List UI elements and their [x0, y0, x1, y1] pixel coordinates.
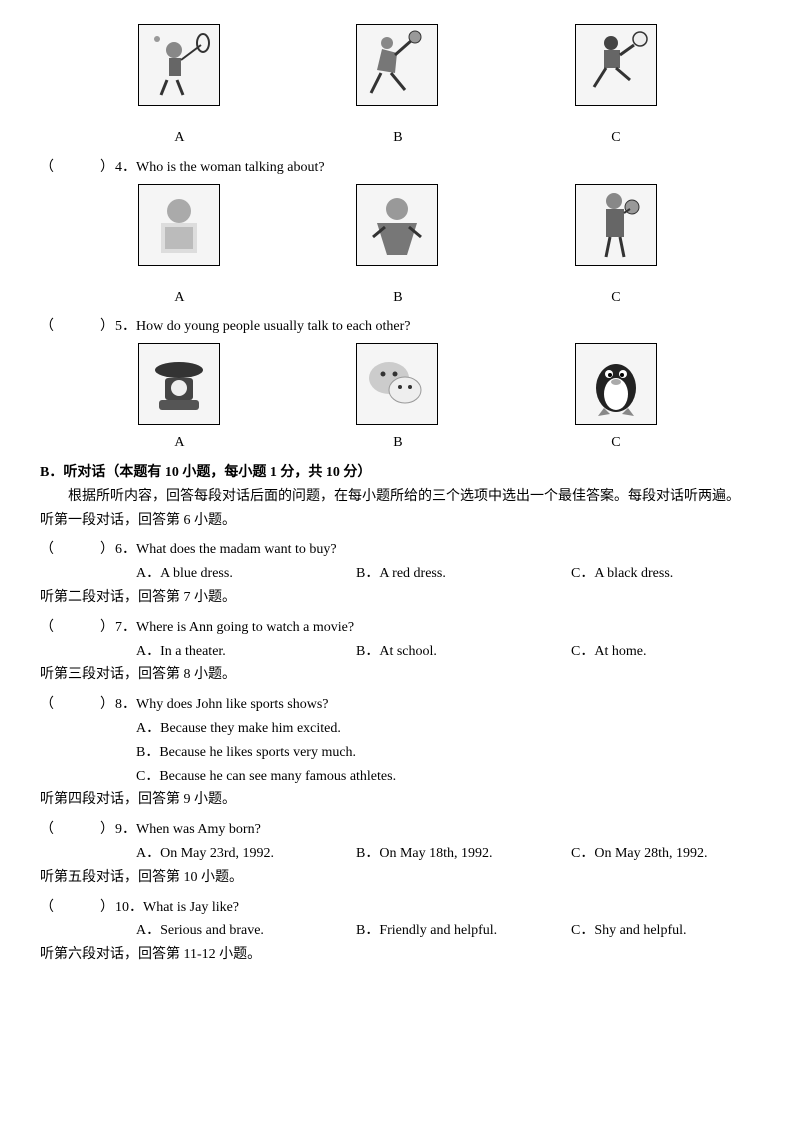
label-row-2: A B C: [40, 286, 755, 310]
q9-options: A．On May 23rd, 1992. B．On May 18th, 1992…: [136, 842, 755, 866]
question-6: （ ）6．What does the madam want to buy?: [40, 538, 755, 562]
section-b-intro: 根据所听内容，回答每段对话后面的问题，在每小题所给的三个选项中选出一个最佳答案。…: [40, 485, 755, 509]
question-number: 5．: [115, 319, 136, 334]
label-row-3: A B C: [40, 431, 755, 455]
image-person-a: [138, 184, 220, 266]
option-c[interactable]: C．Shy and helpful.: [571, 919, 755, 943]
question-number: 8．: [115, 697, 136, 712]
label-c: C: [611, 431, 620, 455]
option-c[interactable]: C．A black dress.: [571, 562, 755, 586]
question-text: What is Jay like?: [143, 900, 239, 915]
q8-option-b[interactable]: B．Because he likes sports very much.: [136, 741, 755, 765]
label-a: A: [174, 126, 184, 150]
question-number: 4．: [115, 160, 136, 175]
question-8: （ ）8．Why does John like sports shows?: [40, 693, 755, 717]
question-text: When was Amy born?: [136, 822, 261, 837]
question-text: Where is Ann going to watch a movie?: [136, 620, 354, 635]
label-b: B: [393, 126, 402, 150]
label-row-1: A B C: [40, 126, 755, 150]
image-row-1: [40, 24, 755, 106]
option-c[interactable]: C．On May 28th, 1992.: [571, 842, 755, 866]
section-b: B．听对话（本题有 10 小题，每小题 1 分，共 10 分） 根据所听内容，回…: [40, 461, 755, 509]
q8-option-a[interactable]: A．Because they make him excited.: [136, 717, 755, 741]
dialogue-5-header: 听第五段对话，回答第 10 小题。: [40, 866, 755, 890]
option-b[interactable]: B．A red dress.: [356, 562, 571, 586]
image-row-2: [40, 184, 755, 266]
option-b[interactable]: B．Friendly and helpful.: [356, 919, 571, 943]
dialogue-1-header: 听第一段对话，回答第 6 小题。: [40, 509, 755, 533]
image-wechat: [356, 343, 438, 425]
option-c[interactable]: C．At home.: [571, 640, 755, 664]
question-number: 10．: [115, 900, 143, 915]
dialogue-4-header: 听第四段对话，回答第 9 小题。: [40, 788, 755, 812]
question-text: What does the madam want to buy?: [136, 542, 337, 557]
question-text: How do young people usually talk to each…: [136, 319, 410, 334]
option-a[interactable]: A．On May 23rd, 1992.: [136, 842, 356, 866]
question-5: （ ）5．How do young people usually talk to…: [40, 315, 755, 339]
q10-options: A．Serious and brave. B．Friendly and help…: [136, 919, 755, 943]
q6-options: A．A blue dress. B．A red dress. C．A black…: [136, 562, 755, 586]
q7-options: A．In a theater. B．At school. C．At home.: [136, 640, 755, 664]
question-number: 9．: [115, 822, 136, 837]
label-b: B: [393, 286, 402, 310]
image-telephone: [138, 343, 220, 425]
question-text: Why does John like sports shows?: [136, 697, 329, 712]
dialogue-2-header: 听第二段对话，回答第 7 小题。: [40, 586, 755, 610]
answer-bracket[interactable]: （ ）: [40, 319, 115, 334]
option-a[interactable]: A．A blue dress.: [136, 562, 356, 586]
question-number: 6．: [115, 542, 136, 557]
answer-bracket[interactable]: （ ）: [40, 822, 115, 837]
label-b: B: [393, 431, 402, 455]
q8-option-c[interactable]: C．Because he can see many famous athlete…: [136, 765, 755, 789]
question-10: （ ）10．What is Jay like?: [40, 896, 755, 920]
answer-bracket[interactable]: （ ）: [40, 900, 115, 915]
option-b[interactable]: B．At school.: [356, 640, 571, 664]
label-a: A: [174, 431, 184, 455]
label-a: A: [174, 286, 184, 310]
image-row-3: [40, 343, 755, 425]
label-c: C: [611, 286, 620, 310]
option-b[interactable]: B．On May 18th, 1992.: [356, 842, 571, 866]
question-number: 7．: [115, 620, 136, 635]
answer-bracket[interactable]: （ ）: [40, 697, 115, 712]
section-b-title: B．听对话（本题有 10 小题，每小题 1 分，共 10 分）: [40, 461, 755, 485]
answer-bracket[interactable]: （ ）: [40, 542, 115, 557]
option-a[interactable]: A．In a theater.: [136, 640, 356, 664]
image-basketball: [356, 24, 438, 106]
image-person-c: [575, 184, 657, 266]
label-c: C: [611, 126, 620, 150]
question-7: （ ）7．Where is Ann going to watch a movie…: [40, 616, 755, 640]
answer-bracket[interactable]: （ ）: [40, 160, 115, 175]
option-a[interactable]: A．Serious and brave.: [136, 919, 356, 943]
answer-bracket[interactable]: （ ）: [40, 620, 115, 635]
image-badminton: [138, 24, 220, 106]
dialogue-3-header: 听第三段对话，回答第 8 小题。: [40, 663, 755, 687]
question-text: Who is the woman talking about?: [136, 160, 325, 175]
question-9: （ ）9．When was Amy born?: [40, 818, 755, 842]
image-qq-penguin: [575, 343, 657, 425]
question-4: （ ）4．Who is the woman talking about?: [40, 156, 755, 180]
dialogue-6-header: 听第六段对话，回答第 11-12 小题。: [40, 943, 755, 967]
image-soccer: [575, 24, 657, 106]
image-person-b: [356, 184, 438, 266]
